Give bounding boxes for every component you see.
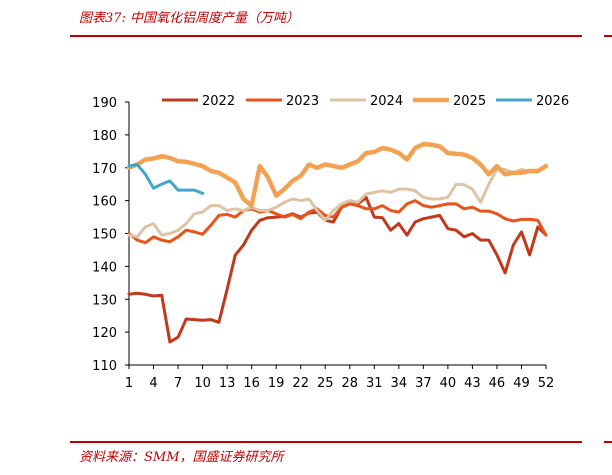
legend-label-2025: 2025 xyxy=(453,94,486,109)
y-tick-label: 110 xyxy=(92,359,117,374)
legend-label-2026: 2026 xyxy=(536,94,569,109)
chart-axes: 110 120 130 140 150 160 170 180 190 1 4 7 10 13 16 19 22… xyxy=(92,96,554,391)
x-tick-label: 10 xyxy=(194,376,211,391)
x-tick-label: 43 xyxy=(464,376,481,391)
y-tick-label: 170 xyxy=(92,162,117,177)
figure-source: 资料来源：SMM，国盛证券研究所 xyxy=(79,450,284,465)
source-rule-tail xyxy=(604,441,612,443)
source-rule xyxy=(70,441,582,443)
series-line-2026 xyxy=(127,163,205,195)
x-tick-label: 19 xyxy=(268,376,285,391)
title-rule xyxy=(70,35,582,37)
y-tick-label: 120 xyxy=(92,326,117,341)
x-tick-label: 37 xyxy=(415,376,432,391)
series-line-2024 xyxy=(127,164,548,239)
y-tick-label: 190 xyxy=(92,96,117,111)
chart-legend: 2022 2023 2024 2025 2026 xyxy=(162,94,569,109)
y-tick-label: 160 xyxy=(92,195,117,210)
x-tick-label: 28 xyxy=(341,376,358,391)
x-tick-label: 34 xyxy=(391,376,408,391)
title-rule-tail xyxy=(604,35,612,37)
x-tick-label: 25 xyxy=(317,376,334,391)
y-tick-label: 180 xyxy=(92,129,117,144)
chart-series xyxy=(126,141,549,344)
x-tick-label: 16 xyxy=(243,376,260,391)
x-tick-label: 52 xyxy=(538,376,555,391)
y-tick-label: 150 xyxy=(92,228,117,243)
x-tick-label: 40 xyxy=(440,376,457,391)
x-tick-label: 31 xyxy=(366,376,383,391)
x-tick-label: 49 xyxy=(513,376,530,391)
x-tick-label: 22 xyxy=(292,376,309,391)
x-tick-label: 7 xyxy=(174,376,182,391)
series-line-2022 xyxy=(127,195,548,344)
series-line-2025 xyxy=(126,141,549,208)
legend-label-2023: 2023 xyxy=(286,94,319,109)
series-line-2023 xyxy=(127,199,548,245)
y-tick-label: 130 xyxy=(92,293,117,308)
x-tick-label: 46 xyxy=(489,376,506,391)
figure-title: 图表37: 中国氧化铝周度产量（万吨） xyxy=(79,11,300,26)
y-tick-label: 140 xyxy=(92,260,117,275)
x-tick-label: 1 xyxy=(125,376,133,391)
x-tick-label: 4 xyxy=(149,376,157,391)
x-tick-label: 13 xyxy=(219,376,236,391)
legend-label-2024: 2024 xyxy=(370,94,403,109)
legend-label-2022: 2022 xyxy=(202,94,235,109)
